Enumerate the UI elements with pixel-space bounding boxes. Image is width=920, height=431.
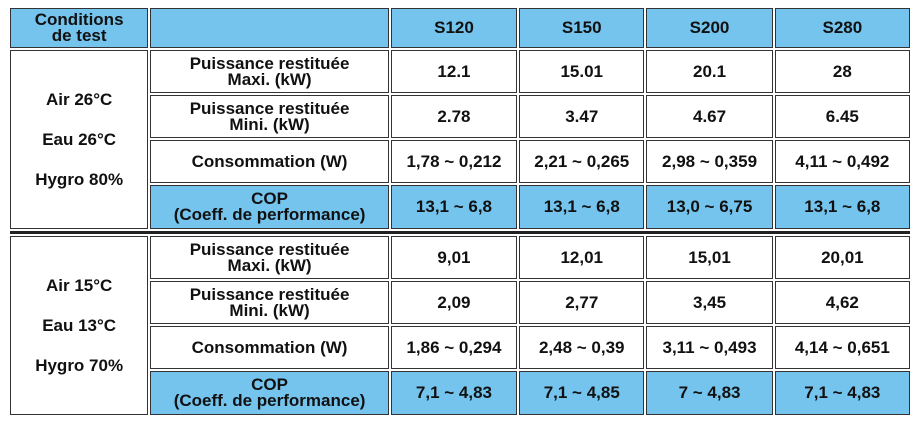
- conditions-cell: Air 26°C Eau 26°C Hygro 80%: [10, 50, 149, 229]
- value-cell: 2.78: [390, 95, 518, 138]
- row-label: COP (Coeff. de performance): [150, 371, 389, 415]
- value-cell: 3,45: [646, 281, 773, 324]
- value-cell: 2,77: [519, 281, 645, 324]
- row-label: Consommation (W): [150, 140, 389, 183]
- value-cell: 7,1 ~ 4,85: [519, 371, 645, 415]
- data-row: Puissance restituée Mini. (kW) 2,09 2,77 3,4…: [10, 281, 910, 324]
- data-row: Consommation (W) 1,86 ~ 0,294 2,48 ~ 0,39 3…: [10, 326, 910, 369]
- label-line: Maxi. (kW): [227, 69, 312, 89]
- row-label: Puissance restituée Maxi. (kW): [150, 50, 389, 93]
- data-row: Consommation (W) 1,78 ~ 0,212 2,21 ~ 0,265…: [10, 140, 910, 183]
- model-header: S280: [774, 8, 910, 48]
- spec-table: Conditions de test S120 S150 S200 S280 Air 26°…: [8, 6, 912, 417]
- model-header: S120: [390, 8, 518, 48]
- value-cell: 20.1: [646, 50, 773, 93]
- model-header: S200: [646, 8, 773, 48]
- label-line: Mini. (kW): [229, 300, 310, 320]
- value-cell: 7 ~ 4,83: [646, 371, 773, 415]
- label-line: (Coeff. de performance): [173, 391, 366, 410]
- separator: [10, 231, 910, 234]
- value-cell: 4,14 ~ 0,651: [774, 326, 910, 369]
- condition-line: Air 26°C: [45, 89, 113, 109]
- value-cell: 2,98 ~ 0,359: [646, 140, 773, 183]
- value-cell: 4,62: [774, 281, 910, 324]
- label-line: Puissance restituée: [189, 284, 350, 304]
- value-cell: 12,01: [519, 236, 645, 279]
- label-line: COP: [251, 375, 288, 394]
- data-row: Puissance restituée Mini. (kW) 2.78 3.47 4.6…: [10, 95, 910, 138]
- group-separator: [10, 231, 910, 234]
- model-header: S150: [519, 8, 645, 48]
- value-cell: 2,21 ~ 0,265: [519, 140, 645, 183]
- conditions-header: Conditions de test: [10, 8, 149, 48]
- value-cell: 13,1 ~ 6,8: [774, 185, 910, 229]
- value-cell: 20,01: [774, 236, 910, 279]
- value-cell: 1,78 ~ 0,212: [390, 140, 518, 183]
- value-cell: 15,01: [646, 236, 773, 279]
- value-cell: 2,09: [390, 281, 518, 324]
- row-label: Puissance restituée Mini. (kW): [150, 281, 389, 324]
- condition-line: Air 15°C: [45, 275, 113, 295]
- value-cell: 12.1: [390, 50, 518, 93]
- value-cell: 4,11 ~ 0,492: [774, 140, 910, 183]
- label-line: (Coeff. de performance): [173, 205, 366, 224]
- value-cell: 13,0 ~ 6,75: [646, 185, 773, 229]
- value-cell: 13,1 ~ 6,8: [390, 185, 518, 229]
- value-cell: 3,11 ~ 0,493: [646, 326, 773, 369]
- label-line: Consommation (W): [191, 151, 348, 171]
- header-text: de test: [51, 26, 107, 45]
- label-line: COP: [251, 189, 288, 208]
- label-line: Puissance restituée: [189, 98, 350, 118]
- label-line: Puissance restituée: [189, 239, 350, 259]
- value-cell: 2,48 ~ 0,39: [519, 326, 645, 369]
- value-cell: 13,1 ~ 6,8: [519, 185, 645, 229]
- value-cell: 4.67: [646, 95, 773, 138]
- label-line: Consommation (W): [191, 337, 348, 357]
- value-cell: 1,86 ~ 0,294: [390, 326, 518, 369]
- row-label: Puissance restituée Mini. (kW): [150, 95, 389, 138]
- data-row: COP (Coeff. de performance) 13,1 ~ 6,8 13,1…: [10, 185, 910, 229]
- condition-line: Eau 13°C: [42, 315, 117, 335]
- value-cell: 7,1 ~ 4,83: [774, 371, 910, 415]
- conditions-cell: Air 15°C Eau 13°C Hygro 70%: [10, 236, 149, 415]
- table-body: Conditions de test S120 S150 S200 S280 Air 26°…: [10, 8, 910, 415]
- row-label: Consommation (W): [150, 326, 389, 369]
- value-cell: 7,1 ~ 4,83: [390, 371, 518, 415]
- label-line: Mini. (kW): [229, 114, 310, 134]
- data-row: Air 15°C Eau 13°C Hygro 70% Puissance resti…: [10, 236, 910, 415]
- value-cell: 6.45: [774, 95, 910, 138]
- condition-line: Eau 26°C: [42, 129, 117, 149]
- value-cell: 28: [774, 50, 910, 93]
- row-label: COP (Coeff. de performance): [150, 185, 389, 229]
- label-line: Puissance restituée: [189, 53, 350, 73]
- data-row: COP (Coeff. de performance) 7,1 ~ 4,83 7,1 …: [10, 371, 910, 415]
- condition-line: Hygro 80%: [35, 169, 124, 189]
- label-line: Maxi. (kW): [227, 255, 312, 275]
- value-cell: 15.01: [519, 50, 645, 93]
- data-row: Air 26°C Eau 26°C Hygro 80% Puissance resti…: [10, 50, 910, 229]
- row-label: Puissance restituée Maxi. (kW): [150, 236, 389, 279]
- value-cell: 9,01: [390, 236, 518, 279]
- header-row: Conditions de test S120 S150 S200 S280: [10, 8, 910, 48]
- empty-header: [150, 8, 389, 48]
- header-text: Conditions: [34, 10, 124, 29]
- condition-line: Hygro 70%: [35, 355, 124, 375]
- value-cell: 3.47: [519, 95, 645, 138]
